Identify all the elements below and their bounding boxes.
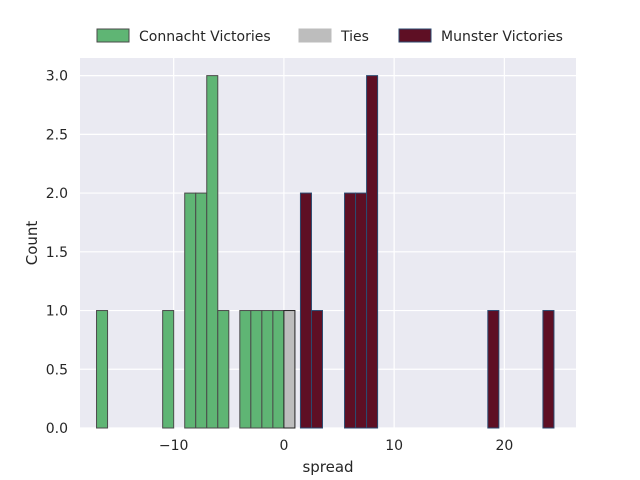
x-tick-label: 10: [385, 438, 403, 454]
histogram-bar: [542, 310, 555, 429]
histogram-bar: [250, 310, 263, 429]
bars: [96, 75, 555, 429]
x-tick-label: 0: [279, 438, 288, 454]
x-tick-label: −10: [159, 438, 189, 454]
y-tick-label: 1.5: [46, 245, 68, 261]
histogram-bar: [355, 192, 368, 429]
histogram-bar: [283, 310, 296, 429]
histogram-bar: [217, 310, 230, 429]
histogram-bar: [184, 192, 197, 429]
y-tick-label: 1.0: [46, 304, 68, 320]
plot-background: [80, 58, 576, 428]
y-tick-labels: 0.0 0.5 1.0 1.5 2.0 2.5 3.0: [46, 69, 68, 437]
histogram-bar: [162, 310, 175, 429]
legend-label: Connacht Victories: [139, 29, 271, 45]
histogram-bar: [310, 310, 323, 429]
histogram-bar: [239, 310, 252, 429]
legend-swatch: [96, 28, 130, 43]
histogram-bar: [195, 192, 208, 429]
legend: Connacht Victories Ties Munster Victories: [96, 28, 563, 45]
histogram-bar: [261, 310, 274, 429]
histogram-bar: [96, 310, 109, 429]
histogram-bar: [206, 75, 219, 429]
y-tick-label: 2.0: [46, 186, 68, 202]
x-tick-label: 20: [495, 438, 513, 454]
legend-label: Ties: [340, 29, 369, 45]
legend-swatch: [398, 28, 432, 43]
y-tick-label: 2.5: [46, 127, 68, 143]
y-axis-label: Count: [23, 221, 41, 266]
legend-swatch: [298, 28, 332, 43]
histogram-bar: [366, 75, 379, 429]
x-tick-labels: −10 0 10 20: [159, 438, 513, 454]
y-tick-label: 3.0: [46, 69, 68, 85]
legend-label: Munster Victories: [441, 29, 563, 45]
histogram-bar: [487, 310, 500, 429]
y-tick-label: 0.0: [46, 421, 68, 437]
y-tick-label: 0.5: [46, 362, 68, 378]
histogram-bar: [344, 192, 357, 429]
histogram-bar: [272, 310, 285, 429]
x-axis-label: spread: [302, 458, 353, 476]
histogram-bar: [299, 192, 312, 429]
